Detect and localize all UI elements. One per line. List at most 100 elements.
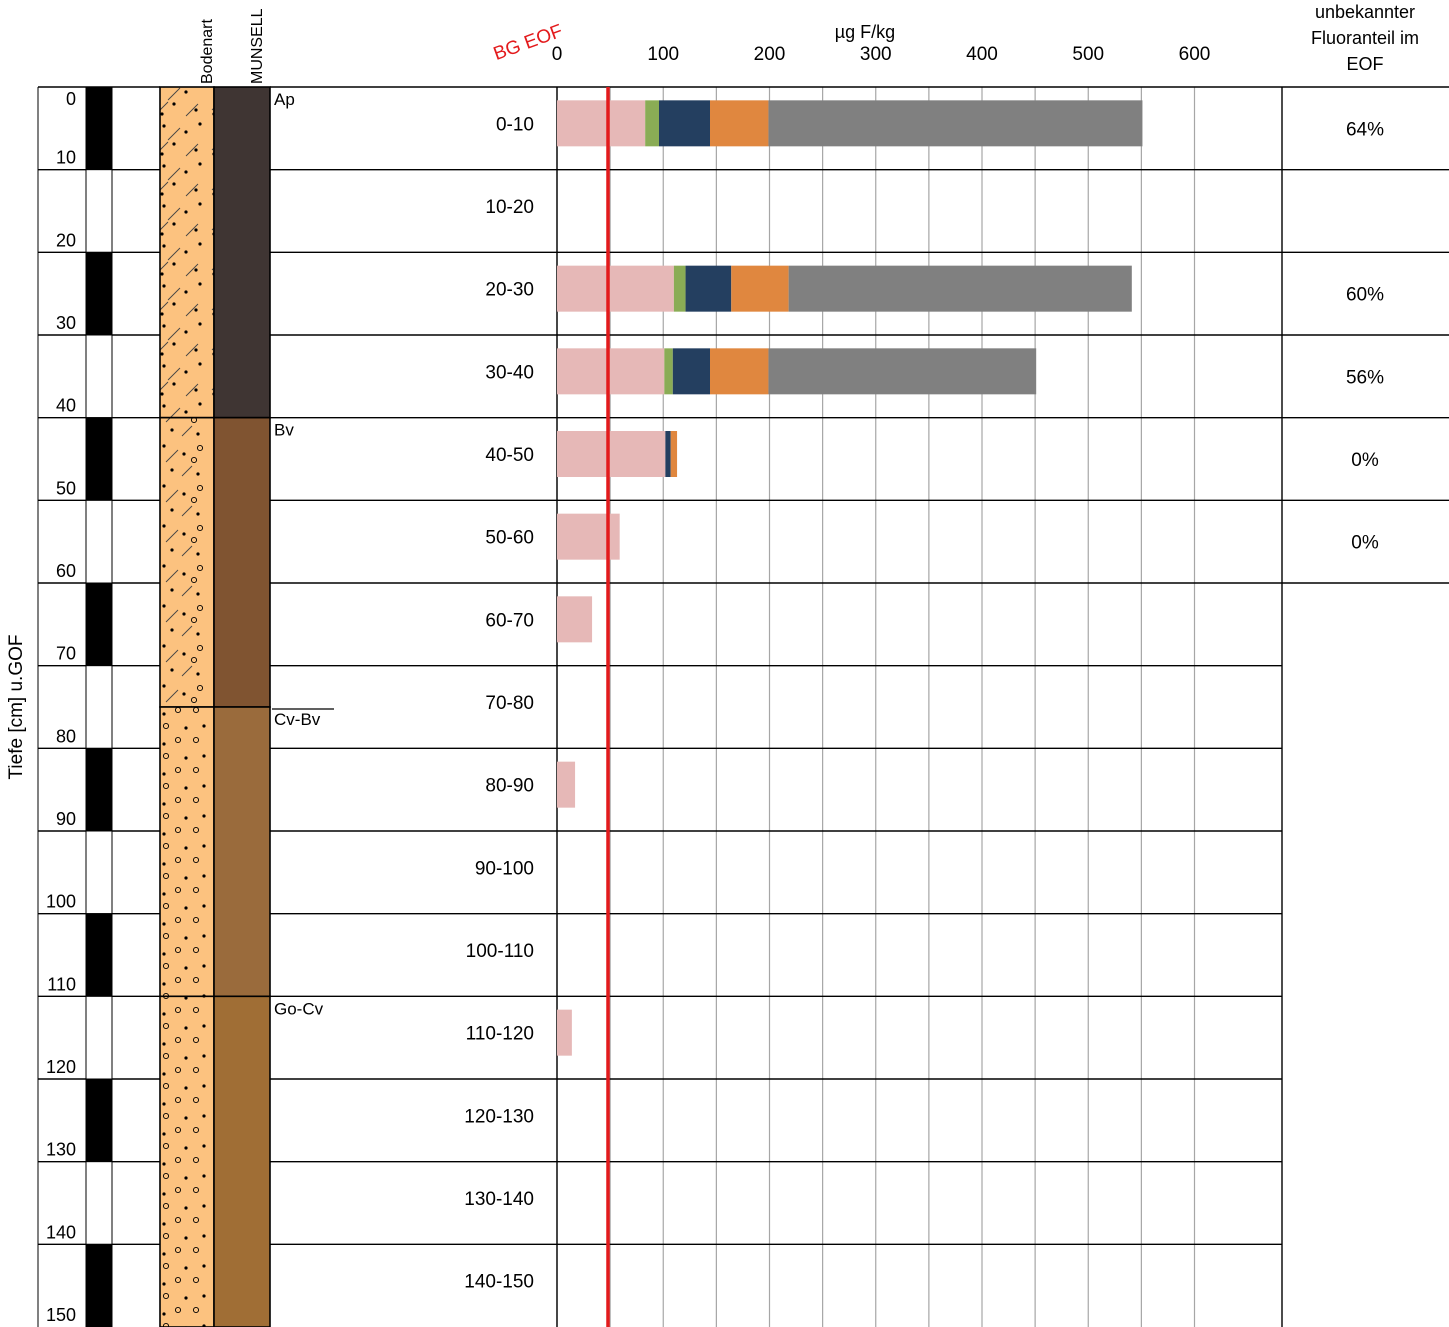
header-munsell: MUNSELL: [249, 8, 266, 84]
depth-axis-label: Tiefe [cm] u.GOF: [6, 635, 27, 780]
bar-segment: [557, 265, 674, 312]
bar-segment: [557, 1009, 572, 1056]
x-tick-label: 200: [754, 44, 786, 65]
depth-tick-label: 0: [66, 89, 76, 109]
soil-texture-block: [159, 416, 215, 708]
x-tick-label: 100: [647, 44, 679, 65]
depth-tick-label: 140: [46, 1222, 76, 1242]
depth-tick-label: 110: [47, 974, 76, 994]
horizon-label: Cv-Bv: [274, 710, 321, 729]
depth-scale-block: [85, 334, 113, 419]
depth-scale-block: [85, 582, 113, 667]
bar-segment: [557, 348, 665, 395]
depth-scale-block: [85, 499, 113, 584]
bar-segment: [557, 761, 576, 808]
depth-interval-label: 120-130: [464, 1106, 534, 1127]
x-tick-label: 500: [1072, 44, 1104, 65]
bar-segment: [557, 513, 620, 560]
depth-interval-label: 10-20: [485, 197, 534, 218]
unknown-fraction-value: 60%: [1346, 285, 1384, 306]
bar-segment: [685, 265, 732, 312]
bar-segment: [768, 348, 1037, 395]
bar-segment: [665, 431, 671, 477]
depth-scale-block: [85, 1078, 113, 1163]
depth-interval-label: 140-150: [464, 1272, 534, 1293]
depth-tick-label: 60: [56, 561, 76, 581]
depth-tick-label: 30: [56, 313, 76, 333]
depth-scale-block: [85, 995, 113, 1080]
unknown-fraction-header: EOF: [1346, 54, 1383, 74]
unknown-fraction-header: Fluoranteil im: [1311, 28, 1419, 48]
soil-profile-layer: [85, 86, 271, 1327]
soil-texture-block: [159, 706, 215, 998]
bar-segment: [670, 431, 678, 477]
depth-scale-block: [85, 251, 113, 336]
depth-interval-label: 30-40: [485, 362, 534, 383]
bar-segment: [672, 348, 710, 395]
depth-scale-block: [85, 830, 113, 915]
munsell-color-block: [213, 995, 271, 1327]
bar-segment: [557, 100, 646, 147]
bar-segment: [557, 596, 593, 643]
depth-tick-label: 70: [56, 644, 76, 664]
depth-tick-label: 120: [46, 1057, 76, 1077]
horizon-label: Ap: [274, 90, 295, 109]
x-axis-unit-label: µg F/kg: [835, 22, 895, 42]
bar-segment: [731, 265, 789, 312]
depth-interval-label: 100-110: [466, 941, 534, 962]
depth-scale-block: [85, 417, 113, 501]
depth-tick-label: 10: [56, 148, 76, 168]
depth-interval-label: 0-10: [496, 114, 534, 135]
x-tick-label: 400: [966, 44, 998, 65]
depth-interval-label: 80-90: [485, 776, 534, 797]
depth-interval-label: 50-60: [485, 528, 534, 549]
depth-interval-label: 20-30: [485, 280, 534, 301]
bar-segment: [673, 265, 686, 312]
bar-segment: [645, 100, 659, 147]
depth-tick-label: 40: [56, 396, 76, 416]
depth-tick-label: 50: [56, 478, 76, 498]
munsell-color-block: [213, 706, 271, 998]
depth-tick-label: 80: [56, 726, 76, 746]
x-tick-label: 600: [1179, 44, 1211, 65]
depth-interval-label: 40-50: [485, 445, 534, 466]
depth-tick-label: 100: [46, 892, 76, 912]
munsell-color-block: [213, 416, 271, 708]
depth-scale-block: [85, 913, 113, 997]
depth-tick-label: 150: [46, 1305, 76, 1325]
soil-texture-block: [159, 86, 215, 419]
depth-tick-label: 130: [46, 1140, 76, 1160]
depth-tick-label: 20: [56, 230, 76, 250]
bar-segment: [659, 100, 710, 147]
depth-tick-label: 90: [56, 809, 76, 829]
depth-scale-block: [85, 665, 113, 749]
bar-segment: [788, 265, 1132, 312]
bar-segment: [710, 348, 769, 395]
bars-layer: [557, 87, 1143, 1327]
bar-segment: [664, 348, 673, 395]
header-bodenart: Bodenart: [199, 19, 216, 84]
depth-scale-block: [85, 1161, 113, 1245]
horizon-label: Go-Cv: [274, 999, 324, 1018]
soil-texture-block: [159, 995, 215, 1327]
x-tick-label: 300: [860, 44, 892, 65]
bar-segment: [710, 100, 769, 147]
depth-interval-label: 90-100: [475, 858, 534, 879]
depth-interval-label: 130-140: [464, 1189, 534, 1210]
depth-scale-block: [85, 169, 113, 253]
depth-scale-block: [85, 1243, 113, 1327]
unknown-fraction-value: 0%: [1351, 533, 1379, 554]
unknown-fraction-value: 0%: [1351, 450, 1379, 471]
munsell-color-block: [213, 86, 271, 419]
unknown-fraction-header: unbekannter: [1315, 2, 1415, 22]
depth-scale-block: [85, 747, 113, 832]
bar-segment: [768, 100, 1143, 147]
depth-interval-label: 60-70: [485, 610, 534, 631]
x-tick-label: 0: [552, 44, 563, 65]
unknown-fraction-value: 64%: [1346, 119, 1384, 140]
depth-scale-block: [85, 86, 113, 171]
horizon-label: Bv: [274, 421, 294, 440]
depth-interval-label: 70-80: [485, 693, 534, 714]
depth-interval-label: 110-120: [466, 1024, 534, 1045]
